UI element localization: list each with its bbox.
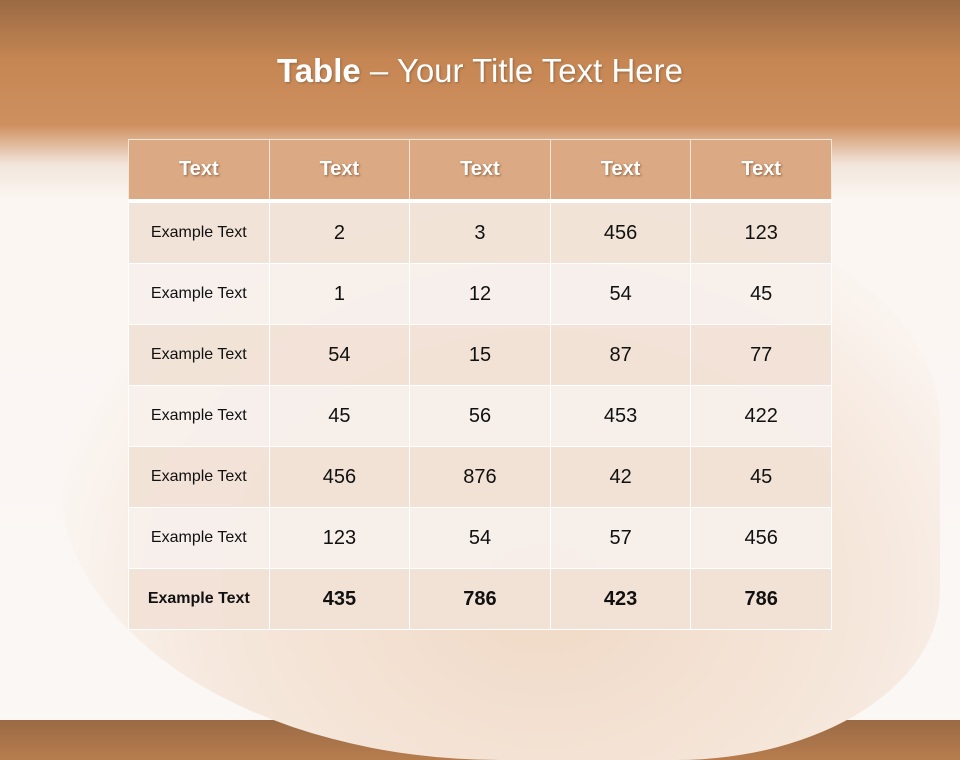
title-rest: – Your Title Text Here xyxy=(360,52,683,89)
table-row: Example Text 456 876 42 45 xyxy=(128,446,832,508)
table-cell: 54 xyxy=(268,324,411,386)
total-row: Example Text 435 786 423 786 xyxy=(128,568,832,630)
row-label: Example Text xyxy=(128,507,270,569)
table-row: Example Text 123 54 57 456 xyxy=(128,507,832,569)
table-row: Example Text 1 12 54 45 xyxy=(128,263,832,325)
table-cell: 423 xyxy=(549,568,692,630)
column-header: Text xyxy=(690,139,832,203)
row-label: Example Text xyxy=(128,568,270,630)
table-cell: 77 xyxy=(690,324,832,386)
table-cell: 45 xyxy=(268,385,411,447)
table-cell: 54 xyxy=(409,507,551,569)
table-cell: 786 xyxy=(409,568,551,630)
table-cell: 435 xyxy=(268,568,411,630)
column-header: Text xyxy=(409,139,551,203)
table-cell: 422 xyxy=(690,385,832,447)
table-cell: 2 xyxy=(268,200,411,264)
table-cell: 456 xyxy=(549,200,692,264)
table-cell: 123 xyxy=(268,507,411,569)
table-cell: 54 xyxy=(549,263,692,325)
table-cell: 456 xyxy=(690,507,832,569)
table-cell: 56 xyxy=(409,385,551,447)
title-bold: Table xyxy=(277,52,361,89)
table-cell: 12 xyxy=(409,263,551,325)
table-cell: 123 xyxy=(690,200,832,264)
table-cell: 453 xyxy=(549,385,692,447)
table-cell: 456 xyxy=(268,446,411,508)
table-cell: 45 xyxy=(690,263,832,325)
table-cell: 57 xyxy=(549,507,692,569)
header-row: Text Text Text Text Text xyxy=(128,139,832,203)
table-cell: 786 xyxy=(690,568,832,630)
row-label: Example Text xyxy=(128,324,270,386)
table-row: Example Text 2 3 456 123 xyxy=(128,200,832,264)
row-label: Example Text xyxy=(128,446,270,508)
table-cell: 42 xyxy=(549,446,692,508)
table-row: Example Text 54 15 87 77 xyxy=(128,324,832,386)
table-cell: 45 xyxy=(690,446,832,508)
data-table: Text Text Text Text Text Example Text 2 3 4… xyxy=(128,139,832,630)
table-cell: 87 xyxy=(549,324,692,386)
table-cell: 3 xyxy=(409,200,551,264)
table-cell: 1 xyxy=(268,263,411,325)
slide-title: Table – Your Title Text Here xyxy=(0,52,960,90)
table-cell: 15 xyxy=(409,324,551,386)
row-label: Example Text xyxy=(128,385,270,447)
table-row: Example Text 45 56 453 422 xyxy=(128,385,832,447)
column-header: Text xyxy=(549,139,692,203)
column-header: Text xyxy=(128,139,270,203)
row-label: Example Text xyxy=(128,200,270,264)
table-cell: 876 xyxy=(409,446,551,508)
column-header: Text xyxy=(268,139,411,203)
row-label: Example Text xyxy=(128,263,270,325)
